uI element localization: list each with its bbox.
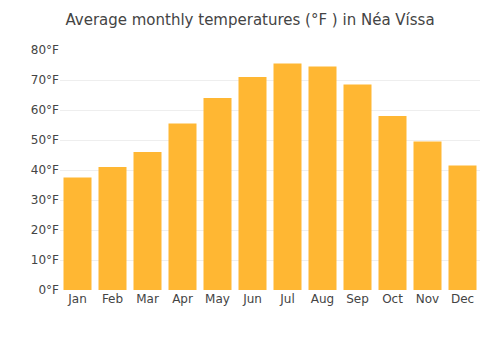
svg-text:Sep: Sep bbox=[346, 292, 369, 306]
svg-text:50°F: 50°F bbox=[31, 133, 59, 147]
svg-text:Jan: Jan bbox=[67, 292, 87, 306]
svg-text:Nov: Nov bbox=[416, 292, 439, 306]
svg-text:Jul: Jul bbox=[279, 292, 294, 306]
svg-text:Dec: Dec bbox=[451, 292, 474, 306]
svg-text:70°F: 70°F bbox=[31, 73, 59, 87]
svg-text:10°F: 10°F bbox=[31, 253, 59, 267]
svg-text:May: May bbox=[205, 292, 230, 306]
svg-text:Apr: Apr bbox=[172, 292, 193, 306]
svg-text:0°F: 0°F bbox=[38, 283, 59, 297]
svg-text:Oct: Oct bbox=[382, 292, 403, 306]
svg-text:20°F: 20°F bbox=[31, 223, 59, 237]
svg-text:Average monthly temperatures (: Average monthly temperatures (°F ) in Né… bbox=[65, 11, 434, 29]
svg-text:30°F: 30°F bbox=[31, 193, 59, 207]
svg-text:60°F: 60°F bbox=[31, 103, 59, 117]
svg-text:Mar: Mar bbox=[136, 292, 159, 306]
svg-text:Feb: Feb bbox=[102, 292, 123, 306]
svg-text:Jun: Jun bbox=[242, 292, 262, 306]
svg-text:Aug: Aug bbox=[311, 292, 334, 306]
svg-text:40°F: 40°F bbox=[31, 163, 59, 177]
svg-text:80°F: 80°F bbox=[31, 43, 59, 57]
